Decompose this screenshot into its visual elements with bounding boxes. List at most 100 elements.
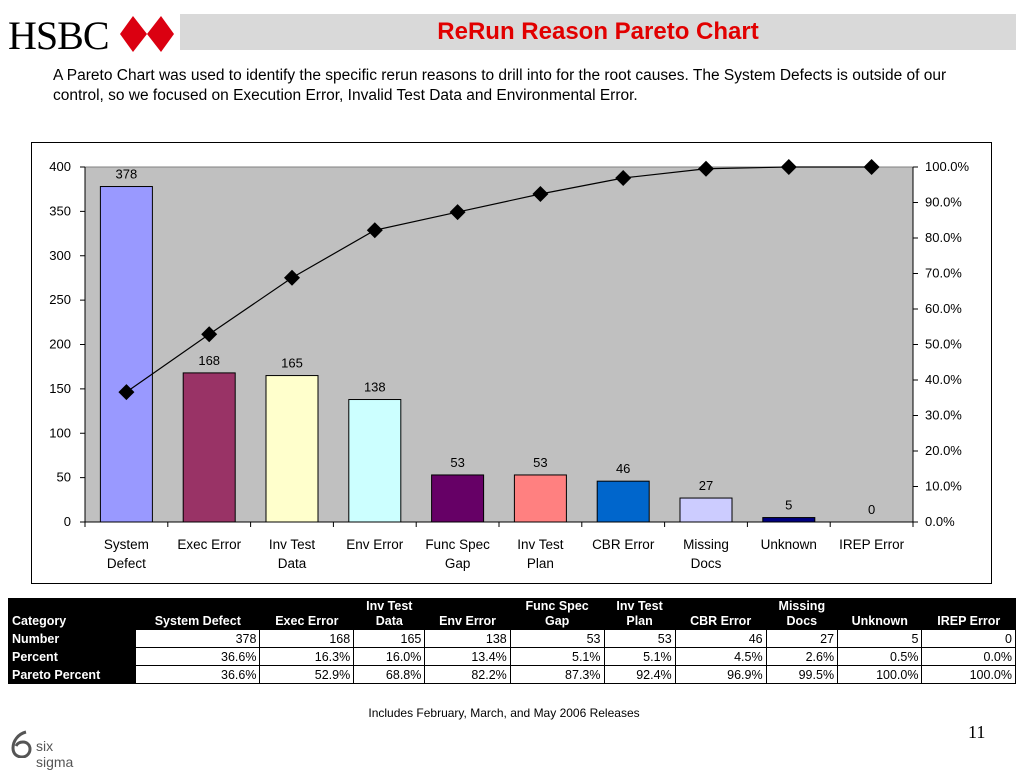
right-tick-label: 50.0%	[925, 337, 962, 352]
table-cell: 52.9%	[259, 665, 355, 684]
table-cell: 100.0%	[921, 665, 1016, 684]
right-tick-label: 30.0%	[925, 408, 962, 423]
table-header-cell: Inv Test Data	[353, 598, 426, 630]
six-sigma-label: six sigma	[36, 738, 74, 770]
table-cell: 16.3%	[259, 647, 355, 666]
table-cell: 165	[353, 629, 426, 648]
pareto-marker	[532, 185, 549, 202]
category-label: CBR Error	[592, 537, 655, 552]
table-row: Pareto Percent 36.6% 52.9% 68.8% 82.2% 87.3% 9…	[7, 665, 1016, 684]
data-table: Category System Defect Exec Error Inv Test D…	[7, 598, 1016, 684]
table-row: Percent 36.6% 16.3% 16.0% 13.4% 5.1% 5.1% 4.5% 2…	[7, 647, 1016, 666]
left-tick-label: 250	[49, 292, 71, 307]
table-header-cell: Category	[7, 598, 137, 630]
right-tick-label: 40.0%	[925, 372, 962, 387]
table-cell: 13.4%	[424, 647, 511, 666]
pareto-marker	[449, 204, 466, 221]
table-header-cell: System Defect	[135, 598, 261, 630]
table-cell: 168	[259, 629, 355, 648]
left-tick-label: 200	[49, 337, 71, 352]
left-tick-label: 50	[57, 470, 71, 485]
category-label: Plan	[527, 556, 554, 571]
table-cell: 36.6%	[135, 665, 261, 684]
bar-data-label: 165	[281, 356, 303, 371]
table-cell: 5	[837, 629, 923, 648]
table-cell: 53	[509, 629, 605, 648]
title-bar: ReRun Reason Pareto Chart	[180, 14, 1016, 50]
bar	[679, 497, 733, 523]
logo-wordmark: HSBC	[8, 13, 109, 58]
right-tick-label: 20.0%	[925, 443, 962, 458]
table-cell: 0.5%	[837, 647, 923, 666]
left-tick-label: 150	[49, 381, 71, 396]
table-cell: 0	[921, 629, 1016, 648]
table-cell: 138	[424, 629, 511, 648]
table-header-row: Category System Defect Exec Error Inv Test D…	[7, 598, 1016, 630]
table-cell: 378	[135, 629, 261, 648]
table-cell: 2.6%	[765, 647, 839, 666]
pareto-marker	[615, 170, 632, 187]
category-label: Exec Error	[177, 537, 241, 552]
six-sigma-icon	[11, 730, 32, 759]
category-label: Func Spec	[425, 537, 490, 552]
bar	[348, 399, 402, 523]
bar	[762, 517, 816, 523]
right-tick-label: 70.0%	[925, 266, 962, 281]
bar-data-label: 53	[533, 455, 547, 470]
pareto-marker	[118, 384, 135, 401]
right-tick-label: 100.0%	[925, 159, 970, 174]
bar	[513, 474, 567, 523]
pareto-chart: 0 50 100 150 200 250 300 350 400 0.0% 10.0% 20.0% 30…	[31, 142, 992, 584]
footnote: Includes February, March, and May 2006 R…	[368, 706, 640, 720]
bar	[265, 375, 319, 523]
category-label: Inv Test	[517, 537, 564, 552]
category-label: Gap	[445, 556, 471, 571]
hsbc-logo: HSBC	[8, 10, 174, 58]
pareto-line	[126, 166, 872, 393]
pareto-marker	[698, 160, 714, 177]
bar-data-label: 46	[616, 461, 630, 476]
category-label: Missing	[683, 537, 729, 552]
table-cell: 99.5%	[765, 665, 839, 684]
category-label: System	[104, 537, 149, 552]
category-label: Env Error	[346, 537, 404, 552]
page-number: 11	[968, 722, 986, 742]
table-cell: 27	[765, 629, 839, 648]
table-cell: 5.1%	[603, 647, 676, 666]
category-label: Defect	[107, 556, 146, 571]
page-title: ReRun Reason Pareto Chart	[437, 18, 759, 45]
intro-paragraph: A Pareto Chart was used to identify the …	[53, 67, 947, 104]
table-cell: 53	[603, 629, 676, 648]
table-cell: 5.1%	[509, 647, 605, 666]
category-label: Unknown	[761, 537, 817, 552]
category-label: Docs	[691, 556, 722, 571]
bar-data-label: 0	[868, 502, 875, 517]
right-tick-label: 60.0%	[925, 301, 962, 316]
left-tick-label: 0	[64, 514, 71, 529]
category-label: Data	[278, 556, 307, 571]
bar	[182, 372, 236, 523]
bar-data-label: 168	[198, 353, 220, 368]
table-header-cell: Inv Test Plan	[603, 598, 676, 630]
table-cell: 100.0%	[837, 665, 923, 684]
pareto-marker	[284, 269, 300, 286]
right-tick-label: 90.0%	[925, 195, 962, 210]
left-tick-label: 400	[49, 159, 71, 174]
pareto-marker	[780, 159, 797, 175]
pareto-marker	[863, 159, 880, 175]
table-header-cell: Unknown	[837, 598, 923, 630]
table-header-cell: Env Error	[424, 598, 511, 630]
table-row-header: Pareto Percent	[7, 665, 137, 684]
table-header-cell: Missing Docs	[765, 598, 839, 630]
right-tick-label: 10.0%	[925, 479, 962, 494]
table-cell: 92.4%	[603, 665, 676, 684]
left-tick-label: 300	[49, 248, 71, 263]
pareto-marker	[366, 222, 383, 239]
six-sigma-logo: six sigma	[10, 730, 73, 770]
table-row: Number 378 168 165 138 53 53 46 27 5 0	[7, 629, 1016, 648]
bar-data-label: 53	[450, 455, 464, 470]
bar-data-label: 27	[699, 478, 713, 493]
table-header-cell: Exec Error	[259, 598, 355, 630]
category-label: IREP Error	[839, 537, 905, 552]
table-cell: 46	[674, 629, 767, 648]
